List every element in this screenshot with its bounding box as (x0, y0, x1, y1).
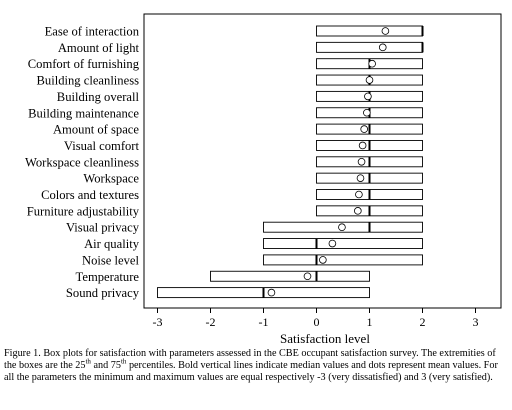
x-tick-label: 3 (473, 315, 479, 329)
mean-dot (354, 207, 362, 215)
caption-sup-2: th (120, 357, 127, 366)
mean-dot (355, 190, 363, 199)
x-tick-label: -2 (206, 315, 216, 329)
category-label: Building maintenance (28, 106, 139, 120)
category-label: Amount of light (58, 41, 140, 55)
x-tick-label: 0 (314, 315, 320, 329)
box-plot-chart: Ease of interaction Amount of light Comfor… (25, 13, 502, 346)
mean-dot (338, 223, 346, 232)
category-label: Amount of space (53, 123, 139, 137)
mean-dot (303, 272, 312, 281)
mean-dot (357, 158, 366, 166)
iqr-box (316, 41, 423, 53)
category-label: Workspace (83, 172, 139, 186)
category-label: Furniture adjustability (27, 204, 140, 218)
category-label: Temperature (76, 270, 140, 284)
mean-dot (319, 256, 327, 264)
category-label: Workspace cleanliness (25, 155, 139, 169)
mean-dot (267, 288, 276, 297)
mean-dot (360, 125, 369, 133)
category-label: Colors and textures (41, 188, 139, 202)
x-tick-label: -3 (153, 315, 163, 329)
category-label: Visual comfort (64, 139, 140, 153)
iqr-box (263, 238, 423, 250)
mean-dot (363, 108, 371, 117)
caption-text-1: Figure 1. Box plots for satisfaction wit… (4, 348, 496, 371)
iqr-box (210, 270, 370, 282)
mean-dot (381, 27, 390, 35)
category-label: Building overall (57, 90, 140, 104)
category-label: Air quality (84, 237, 140, 251)
plot-frame (143, 13, 502, 309)
caption-text-2: and 75 (90, 360, 121, 371)
iqr-box (316, 25, 423, 37)
category-label: Noise level (82, 253, 140, 267)
x-tick-label: 2 (420, 315, 426, 329)
mean-dot (364, 92, 372, 101)
category-label: Sound privacy (66, 286, 140, 300)
iqr-box (263, 254, 423, 266)
x-tick-label: 1 (367, 315, 373, 329)
x-axis-title: Satisfaction level (280, 331, 370, 346)
category-label: Comfort of furnishing (28, 57, 140, 71)
category-label: Ease of interaction (45, 25, 140, 39)
mean-dot (365, 76, 374, 84)
mean-dot (328, 239, 337, 248)
caption-sup-1: th (85, 357, 91, 366)
mean-dot (378, 43, 387, 52)
figure-caption: Figure 1. Box plots for satisfaction wit… (4, 348, 510, 384)
category-label: Visual privacy (66, 221, 140, 235)
caption-text-3: percentiles. Bold vertical lines indicat… (4, 360, 498, 383)
mean-dot (368, 59, 376, 68)
mean-dot (358, 141, 367, 150)
mean-dot (356, 174, 365, 182)
category-label: Building cleanliness (37, 74, 140, 88)
plot-area: Ease of interaction Amount of light Comfor… (25, 13, 502, 329)
x-tick-label: -1 (259, 315, 269, 329)
